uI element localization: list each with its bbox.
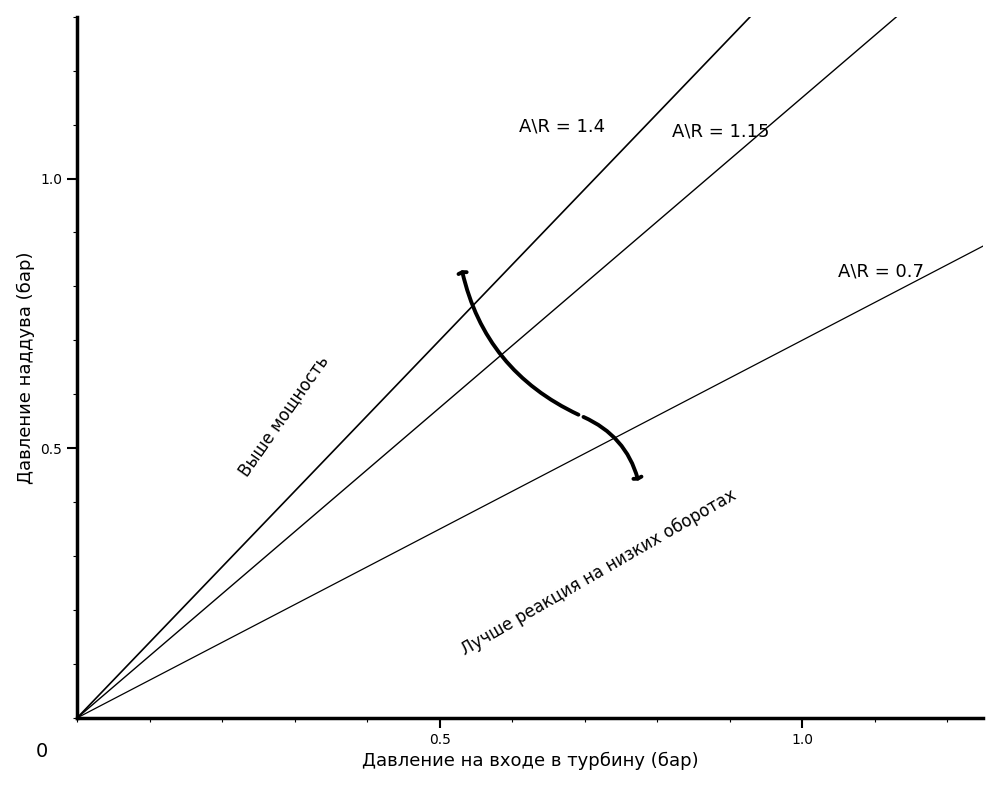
Text: Выше мощность: Выше мощность bbox=[235, 352, 332, 479]
Text: 0: 0 bbox=[36, 742, 48, 761]
Text: A\R = 1.4: A\R = 1.4 bbox=[519, 117, 605, 135]
Text: Лучше реакция на низких оборотах: Лучше реакция на низких оборотах bbox=[458, 486, 740, 659]
Text: A\R = 0.7: A\R = 0.7 bbox=[838, 263, 924, 281]
Y-axis label: Давление наддува (бар): Давление наддува (бар) bbox=[17, 251, 35, 483]
X-axis label: Давление на входе в турбину (бар): Давление на входе в турбину (бар) bbox=[362, 752, 699, 770]
Text: A\R = 1.15: A\R = 1.15 bbox=[672, 123, 769, 141]
